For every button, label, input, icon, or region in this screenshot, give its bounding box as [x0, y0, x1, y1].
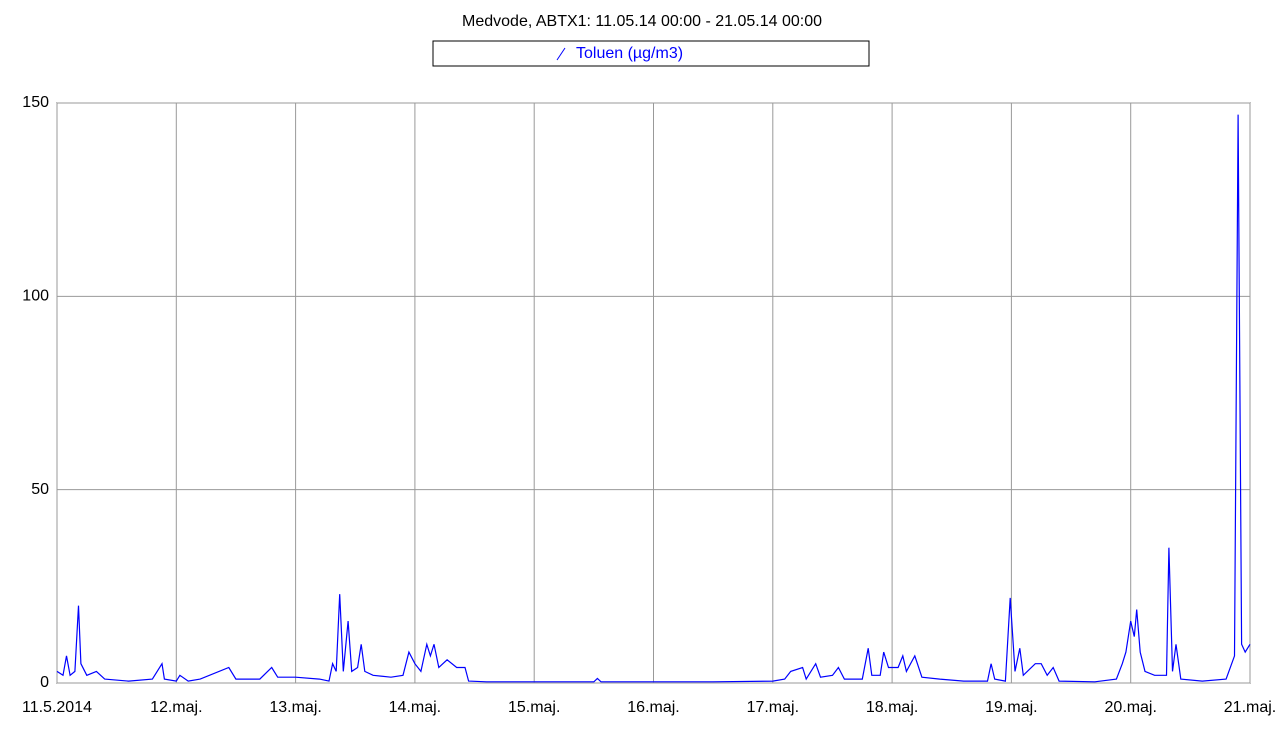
legend-icon	[556, 47, 566, 61]
x-tick-label: 13.maj.	[269, 699, 321, 716]
chart-title: Medvode, ABTX1: 11.05.14 00:00 - 21.05.1…	[462, 13, 822, 30]
x-tick-label: 16.maj.	[627, 699, 679, 716]
x-tick-label: 11.5.2014	[22, 699, 92, 716]
x-tick-label: 15.maj.	[508, 699, 560, 716]
y-tick-label: 100	[22, 288, 49, 305]
data-line	[56, 114, 1251, 683]
legend-box	[432, 40, 870, 67]
y-tick-label: 150	[22, 94, 49, 111]
legend-label: Toluen (µg/m3)	[576, 45, 683, 62]
y-tick-label: 0	[40, 674, 49, 691]
x-tick-label: 12.maj.	[150, 699, 202, 716]
x-tick-label: 21.maj.	[1224, 699, 1276, 716]
x-tick-label: 20.maj.	[1104, 699, 1156, 716]
x-tick-label: 17.maj.	[747, 699, 799, 716]
x-tick-label: 18.maj.	[866, 699, 918, 716]
y-tick-label: 50	[31, 481, 49, 498]
x-tick-label: 14.maj.	[389, 699, 441, 716]
x-tick-label: 19.maj.	[985, 699, 1037, 716]
